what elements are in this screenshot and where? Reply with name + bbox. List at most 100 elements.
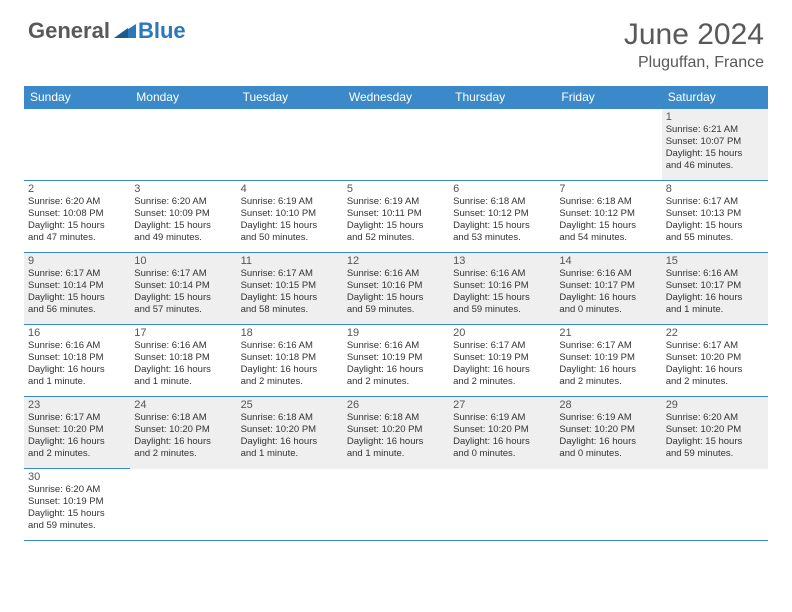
calendar-table: Sunday Monday Tuesday Wednesday Thursday… [24,86,768,541]
month-title: June 2024 [624,18,764,52]
calendar-cell: 7Sunrise: 6:18 AMSunset: 10:12 PMDayligh… [555,181,661,253]
calendar-cell [449,469,555,541]
sunset-text: Sunset: 10:16 PM [347,280,445,292]
sunrise-text: Sunrise: 6:17 AM [666,340,764,352]
daylight2-text: and 55 minutes. [666,232,764,244]
daylight1-text: Daylight: 16 hours [559,292,657,304]
sunset-text: Sunset: 10:19 PM [453,352,551,364]
logo: General Blue [28,18,186,44]
daylight2-text: and 1 minute. [666,304,764,316]
calendar-week-row: 30Sunrise: 6:20 AMSunset: 10:19 PMDaylig… [24,469,768,541]
daylight2-text: and 1 minute. [241,448,339,460]
daylight2-text: and 2 minutes. [453,376,551,388]
calendar-cell: 3Sunrise: 6:20 AMSunset: 10:09 PMDayligh… [130,181,236,253]
sunrise-text: Sunrise: 6:20 AM [134,196,232,208]
sunset-text: Sunset: 10:08 PM [28,208,126,220]
day-number: 24 [134,399,232,411]
sunset-text: Sunset: 10:19 PM [347,352,445,364]
daylight1-text: Daylight: 16 hours [559,364,657,376]
daylight2-text: and 59 minutes. [453,304,551,316]
col-thursday: Thursday [449,86,555,109]
calendar-cell [130,469,236,541]
calendar-cell: 1Sunrise: 6:21 AMSunset: 10:07 PMDayligh… [662,109,768,181]
sunrise-text: Sunrise: 6:16 AM [28,340,126,352]
calendar-cell [237,469,343,541]
daylight2-text: and 1 minute. [28,376,126,388]
daylight2-text: and 2 minutes. [134,448,232,460]
calendar-cell: 22Sunrise: 6:17 AMSunset: 10:20 PMDaylig… [662,325,768,397]
calendar-week-row: 2Sunrise: 6:20 AMSunset: 10:08 PMDayligh… [24,181,768,253]
sunset-text: Sunset: 10:20 PM [666,424,764,436]
daylight1-text: Daylight: 15 hours [347,220,445,232]
daylight2-text: and 59 minutes. [347,304,445,316]
sunrise-text: Sunrise: 6:18 AM [134,412,232,424]
calendar-cell: 15Sunrise: 6:16 AMSunset: 10:17 PMDaylig… [662,253,768,325]
sunset-text: Sunset: 10:09 PM [134,208,232,220]
sunset-text: Sunset: 10:14 PM [134,280,232,292]
sunrise-text: Sunrise: 6:17 AM [666,196,764,208]
calendar-week-row: 9Sunrise: 6:17 AMSunset: 10:14 PMDayligh… [24,253,768,325]
daylight2-text: and 2 minutes. [666,376,764,388]
daylight2-text: and 52 minutes. [347,232,445,244]
calendar-cell: 23Sunrise: 6:17 AMSunset: 10:20 PMDaylig… [24,397,130,469]
daylight1-text: Daylight: 16 hours [241,436,339,448]
calendar-cell: 25Sunrise: 6:18 AMSunset: 10:20 PMDaylig… [237,397,343,469]
daylight2-text: and 47 minutes. [28,232,126,244]
calendar-cell [343,109,449,181]
day-header-row: Sunday Monday Tuesday Wednesday Thursday… [24,86,768,109]
sunrise-text: Sunrise: 6:18 AM [241,412,339,424]
calendar-cell: 12Sunrise: 6:16 AMSunset: 10:16 PMDaylig… [343,253,449,325]
sunset-text: Sunset: 10:11 PM [347,208,445,220]
daylight2-text: and 50 minutes. [241,232,339,244]
day-number: 16 [28,327,126,339]
col-wednesday: Wednesday [343,86,449,109]
sunrise-text: Sunrise: 6:20 AM [28,196,126,208]
sunset-text: Sunset: 10:12 PM [453,208,551,220]
calendar-cell: 24Sunrise: 6:18 AMSunset: 10:20 PMDaylig… [130,397,236,469]
daylight1-text: Daylight: 15 hours [453,220,551,232]
sunrise-text: Sunrise: 6:16 AM [134,340,232,352]
daylight1-text: Daylight: 15 hours [28,220,126,232]
day-number: 28 [559,399,657,411]
calendar-cell: 8Sunrise: 6:17 AMSunset: 10:13 PMDayligh… [662,181,768,253]
calendar-cell: 18Sunrise: 6:16 AMSunset: 10:18 PMDaylig… [237,325,343,397]
daylight2-text: and 58 minutes. [241,304,339,316]
sunset-text: Sunset: 10:07 PM [666,136,764,148]
day-number: 8 [666,183,764,195]
daylight2-text: and 59 minutes. [666,448,764,460]
calendar-cell [449,109,555,181]
calendar-cell: 27Sunrise: 6:19 AMSunset: 10:20 PMDaylig… [449,397,555,469]
sunrise-text: Sunrise: 6:19 AM [241,196,339,208]
daylight1-text: Daylight: 15 hours [347,292,445,304]
day-number: 6 [453,183,551,195]
sunset-text: Sunset: 10:20 PM [559,424,657,436]
sunset-text: Sunset: 10:17 PM [559,280,657,292]
daylight1-text: Daylight: 16 hours [28,436,126,448]
day-number: 30 [28,471,126,483]
sunset-text: Sunset: 10:20 PM [28,424,126,436]
day-number: 29 [666,399,764,411]
day-number: 5 [347,183,445,195]
calendar-cell: 11Sunrise: 6:17 AMSunset: 10:15 PMDaylig… [237,253,343,325]
daylight1-text: Daylight: 15 hours [666,436,764,448]
calendar-cell: 21Sunrise: 6:17 AMSunset: 10:19 PMDaylig… [555,325,661,397]
sunrise-text: Sunrise: 6:16 AM [347,268,445,280]
day-number: 26 [347,399,445,411]
daylight1-text: Daylight: 15 hours [134,220,232,232]
sunset-text: Sunset: 10:19 PM [559,352,657,364]
daylight2-text: and 0 minutes. [559,448,657,460]
calendar-cell: 30Sunrise: 6:20 AMSunset: 10:19 PMDaylig… [24,469,130,541]
sunset-text: Sunset: 10:20 PM [134,424,232,436]
sunset-text: Sunset: 10:18 PM [28,352,126,364]
location-subtitle: Pluguffan, France [624,54,764,72]
calendar-cell: 14Sunrise: 6:16 AMSunset: 10:17 PMDaylig… [555,253,661,325]
sunset-text: Sunset: 10:10 PM [241,208,339,220]
sunrise-text: Sunrise: 6:17 AM [453,340,551,352]
day-number: 9 [28,255,126,267]
day-number: 21 [559,327,657,339]
calendar-cell [343,469,449,541]
sunrise-text: Sunrise: 6:21 AM [666,124,764,136]
sunrise-text: Sunrise: 6:16 AM [241,340,339,352]
daylight2-text: and 59 minutes. [28,520,126,532]
col-sunday: Sunday [24,86,130,109]
